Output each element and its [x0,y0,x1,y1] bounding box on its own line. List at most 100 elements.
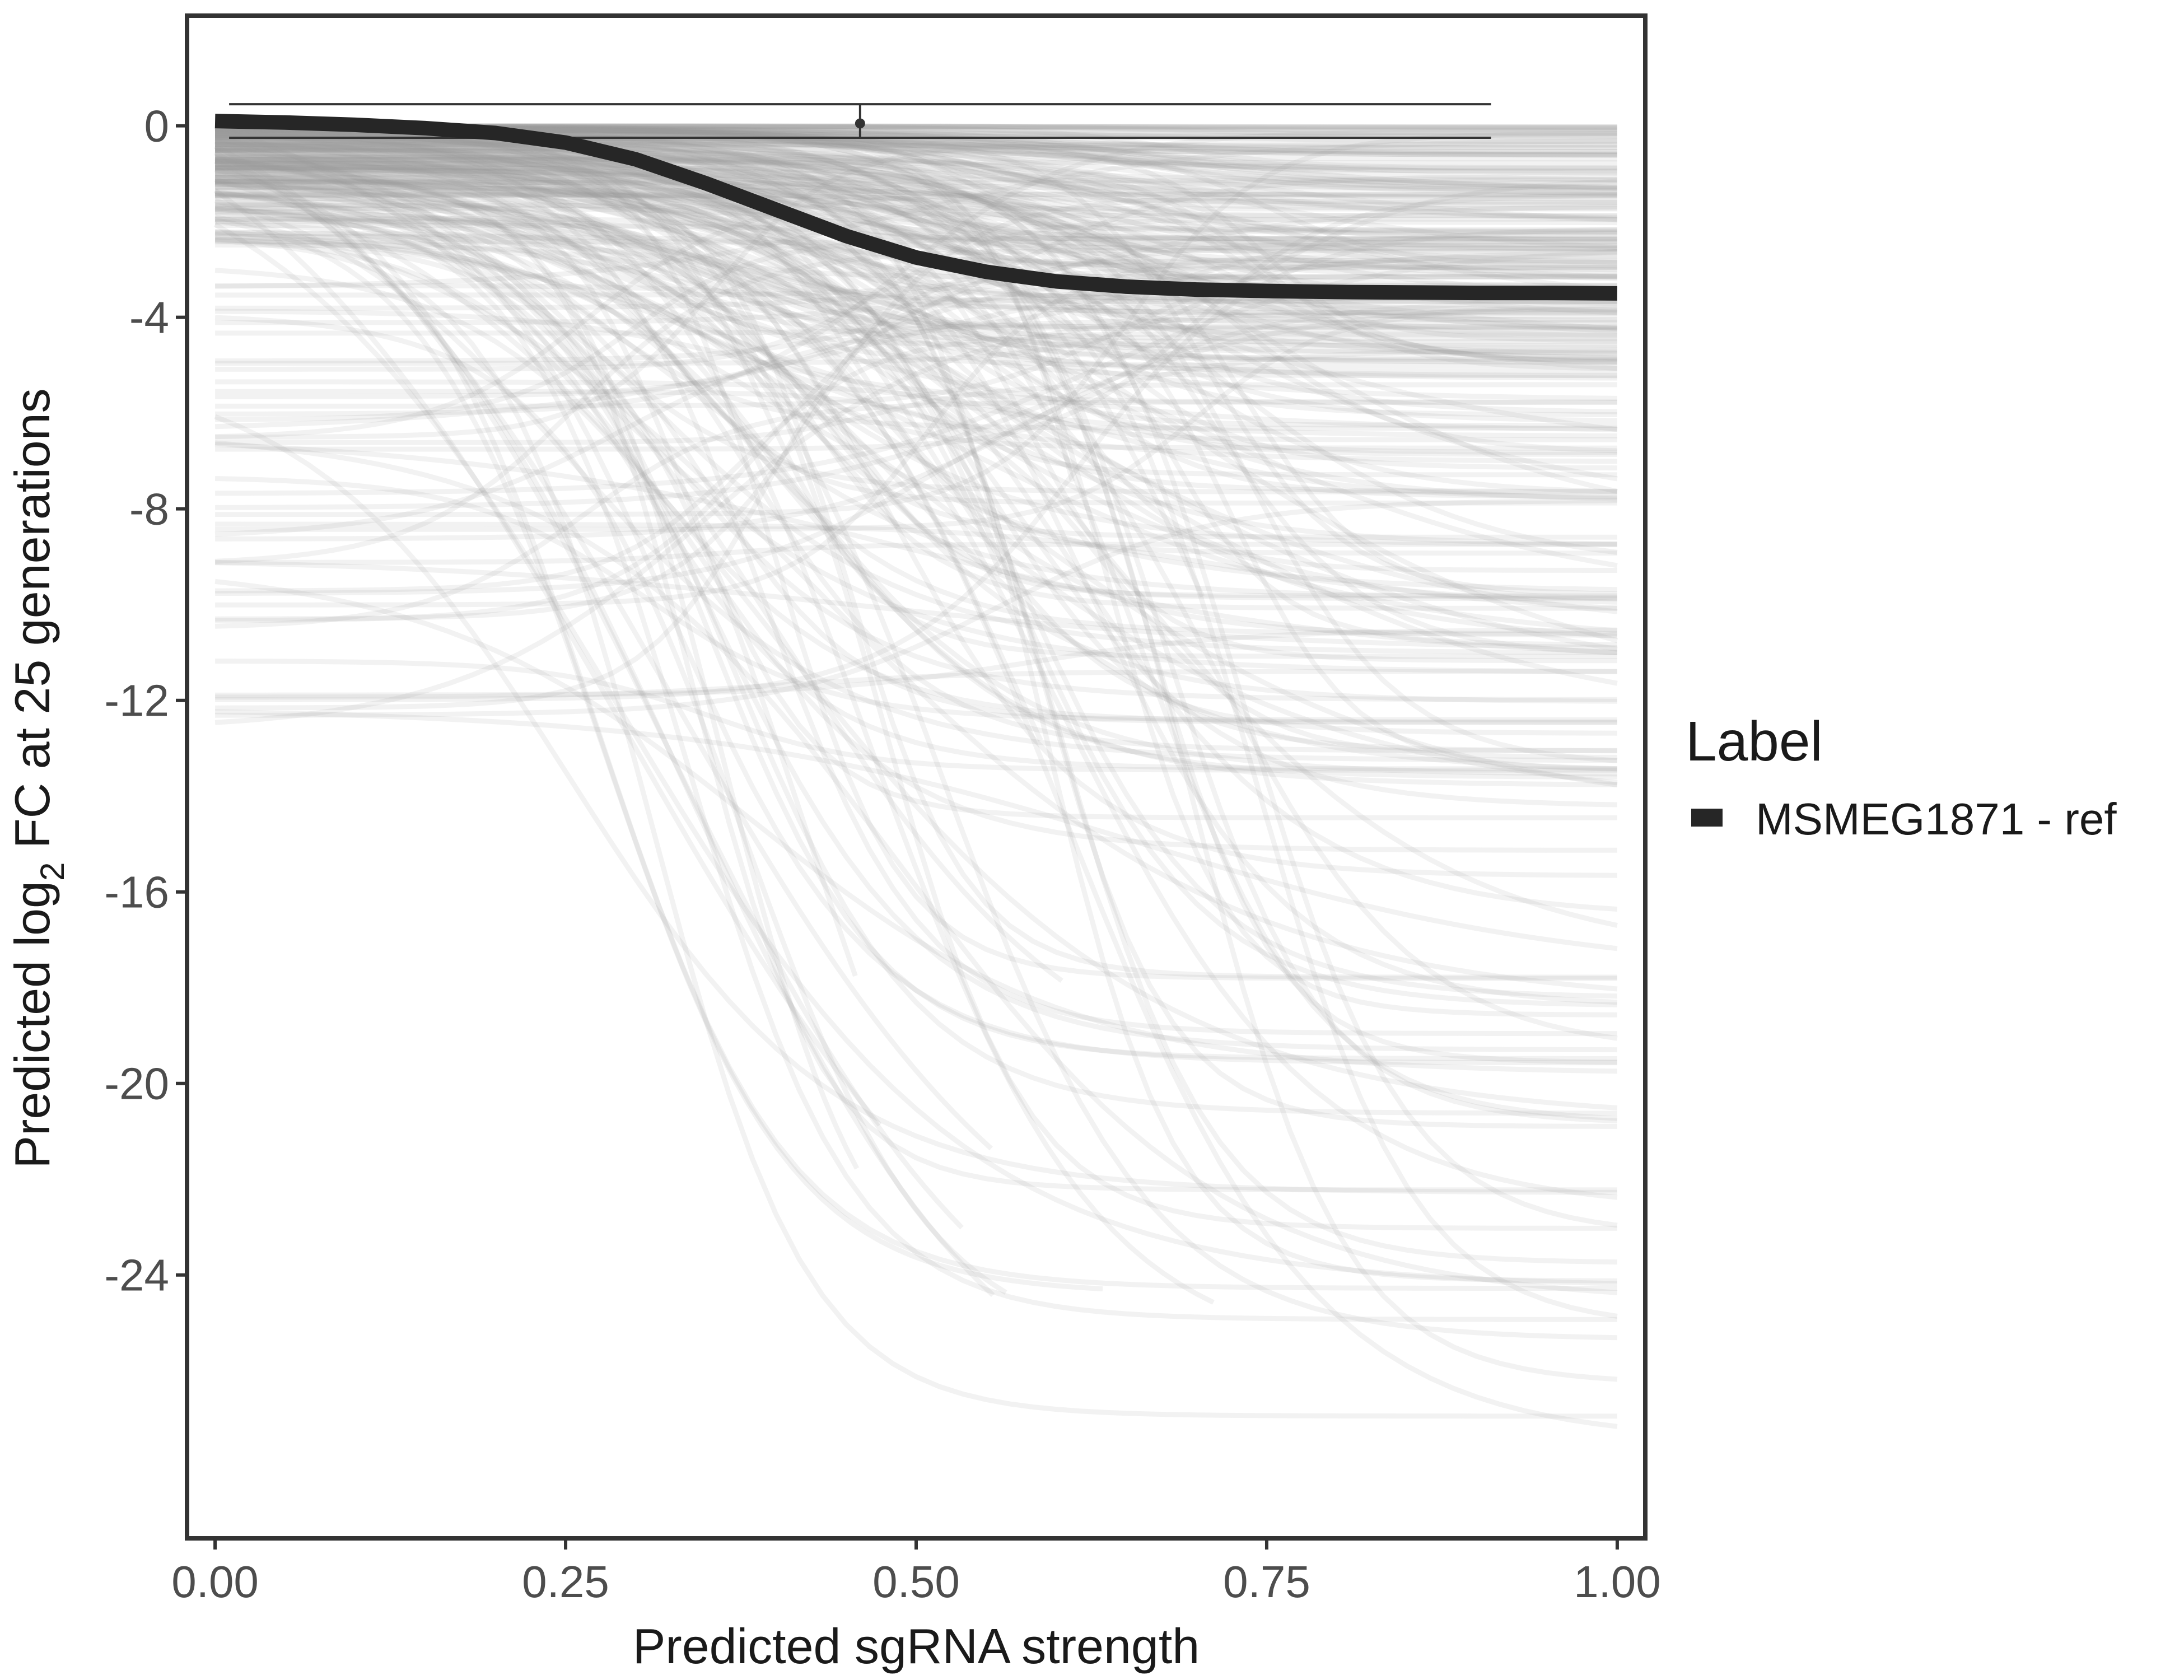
background-curve [214,232,1618,787]
background-curve [215,179,1618,366]
background-curve [215,174,1617,363]
background-curve [215,216,1617,372]
background-curve [215,202,1617,1231]
background-curve [215,137,1617,183]
background-curve [215,205,1617,540]
background-curve [215,331,1617,594]
background-curve [215,379,1617,501]
background-curve [215,135,1617,193]
legend: Label MSMEG1871 - ref [1686,710,2117,844]
background-curve [215,148,1618,482]
background-curve [215,161,1617,319]
background-curve [214,476,1617,722]
background-curve [214,157,1617,702]
background-curve [214,204,900,529]
y-tick-label: -16 [104,867,169,917]
background-curve [214,180,1618,786]
background-curve [214,148,1617,248]
background-curve [215,258,1617,711]
background-curve [215,157,1617,343]
background-curve [214,237,858,977]
background-curve [215,193,1617,753]
background-curve [215,208,1617,1341]
legend-label-msmeg1871: MSMEG1871 - ref [1756,794,2117,844]
background-curve [215,219,1617,599]
x-tick-label: 0.75 [1223,1557,1310,1607]
background-curve [215,627,1617,698]
background-curve [214,207,1617,787]
background-curve [215,139,1617,305]
background-curve [215,179,1617,325]
background-curve [214,207,1617,1322]
background-curve [215,153,1617,238]
background-curve [215,659,1617,773]
background-curve [215,542,1617,565]
background-curve [215,142,1617,251]
background-curve [215,161,1617,381]
background-curve [215,167,1617,442]
background-curve [215,231,1617,336]
background-curve [214,578,1617,1074]
background-curve [215,174,982,490]
background-curve [215,136,1617,184]
background-curve [215,167,1618,555]
background-curve [215,154,884,167]
background-curve [214,210,1618,614]
background-curve [215,133,1617,202]
background-curve [215,166,1617,304]
background-curve [215,136,1617,248]
background-curve [215,184,1618,912]
background-curve [215,165,1617,647]
background-curve [215,157,1617,264]
background-curve [215,138,1617,190]
background-curve [215,229,1618,568]
background-curve [214,167,1617,464]
background-curve [215,165,1617,478]
background-curve [215,175,1617,338]
x-tick-label: 0.00 [171,1557,259,1607]
background-curve [214,133,1617,316]
background-curve [214,205,1617,592]
background-curve [214,230,1618,686]
background-curve [215,169,860,1170]
background-curve [215,180,1618,763]
background-curve [215,145,1617,1007]
y-axis-title: Predicted log2 FC at 25 generations [4,388,71,1168]
y-tick-label: -4 [129,293,169,343]
background-curve [215,347,1617,596]
background-curve [215,158,1618,1228]
background-curve [214,237,1617,780]
background-curve [215,171,1617,288]
background-curve [215,166,1617,999]
background-curve [215,179,1004,576]
background-curve [214,177,1618,1110]
background-curve [215,234,1617,499]
background-curve [214,125,1617,313]
background-curve [214,213,1617,1061]
background-curve [214,148,1617,379]
background-curve [214,175,1617,1053]
background-curve [215,191,1617,356]
background-curve [214,156,1617,1066]
background-curve [215,141,1617,242]
background-curve [215,158,1617,547]
background-curve [215,146,1617,252]
background-curve [214,126,1617,205]
background-curve [214,158,1617,401]
background-curve [215,141,1617,348]
background-curve [214,181,1618,652]
background-curve [215,217,1617,601]
background-curve [215,160,1617,371]
background-curve [215,309,1617,405]
background-curve [215,191,1617,1129]
background-curve [214,155,1617,438]
background-curve [214,189,1063,983]
background-curve [214,138,1617,273]
background-curve [215,161,1617,417]
background-curve [214,138,1617,777]
background-curve [215,236,1617,422]
background-curve [214,172,1617,548]
background-curve [215,175,1618,1121]
background-curve [215,146,1617,451]
background-curve [214,124,1215,1305]
